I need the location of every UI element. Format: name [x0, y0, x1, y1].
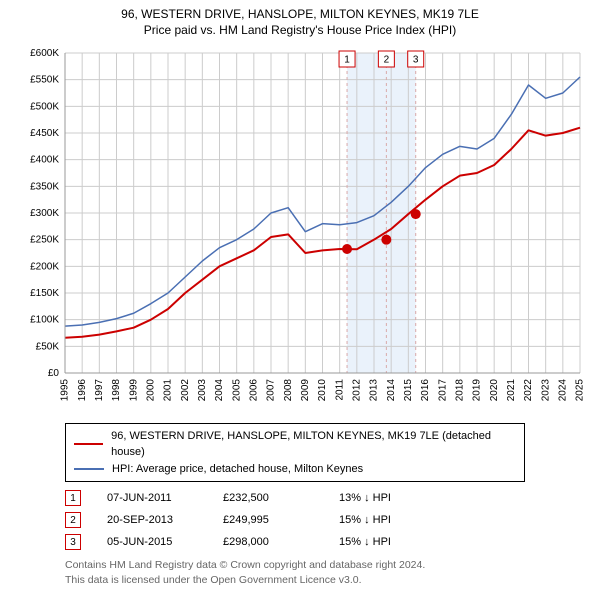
svg-text:2006: 2006	[248, 378, 259, 401]
legend-swatch	[74, 443, 103, 445]
legend-row: HPI: Average price, detached house, Milt…	[74, 461, 516, 478]
svg-text:2012: 2012	[351, 378, 362, 401]
svg-text:2: 2	[384, 54, 390, 65]
legend-row: 96, WESTERN DRIVE, HANSLOPE, MILTON KEYN…	[74, 428, 516, 461]
svg-text:2022: 2022	[523, 378, 534, 401]
svg-text:1998: 1998	[111, 378, 122, 401]
svg-text:2020: 2020	[489, 378, 500, 401]
svg-text:2014: 2014	[386, 378, 397, 401]
svg-text:2001: 2001	[163, 378, 174, 401]
chart-title: 96, WESTERN DRIVE, HANSLOPE, MILTON KEYN…	[10, 6, 590, 23]
transaction-marker: 1	[65, 490, 81, 506]
attribution: Contains HM Land Registry data © Crown c…	[65, 558, 582, 587]
transaction-marker: 2	[65, 512, 81, 528]
svg-text:2015: 2015	[403, 378, 414, 401]
svg-text:£600K: £600K	[30, 48, 59, 59]
transaction-price: £232,500	[223, 492, 313, 504]
svg-text:£300K: £300K	[30, 208, 59, 219]
svg-text:2003: 2003	[197, 378, 208, 401]
svg-text:2013: 2013	[369, 378, 380, 401]
transaction-price: £298,000	[223, 536, 313, 548]
svg-text:1: 1	[344, 54, 350, 65]
svg-text:2008: 2008	[283, 378, 294, 401]
transaction-price: £249,995	[223, 514, 313, 526]
svg-text:2024: 2024	[557, 378, 568, 401]
legend-swatch	[74, 468, 104, 470]
legend-label: 96, WESTERN DRIVE, HANSLOPE, MILTON KEYN…	[111, 428, 516, 461]
transaction-date: 20-SEP-2013	[107, 514, 197, 526]
svg-text:£50K: £50K	[36, 341, 60, 352]
svg-text:1997: 1997	[94, 378, 105, 401]
svg-text:2019: 2019	[472, 378, 483, 401]
transactions-list: 1 07-JUN-2011 £232,500 13% ↓ HPI 2 20-SEP-201…	[65, 490, 582, 550]
svg-text:£250K: £250K	[30, 234, 59, 245]
transaction-row: 2 20-SEP-2013 £249,995 15% ↓ HPI	[65, 512, 582, 528]
transaction-row: 1 07-JUN-2011 £232,500 13% ↓ HPI	[65, 490, 582, 506]
legend-label: HPI: Average price, detached house, Milt…	[112, 461, 363, 478]
svg-text:£100K: £100K	[30, 314, 59, 325]
svg-text:2011: 2011	[334, 378, 345, 400]
transaction-marker: 3	[65, 534, 81, 550]
svg-text:£350K: £350K	[30, 181, 59, 192]
transaction-delta: 15% ↓ HPI	[339, 514, 391, 526]
svg-text:£550K: £550K	[30, 74, 59, 85]
transaction-delta: 15% ↓ HPI	[339, 536, 391, 548]
svg-text:2007: 2007	[266, 378, 277, 401]
chart-subtitle: Price paid vs. HM Land Registry's House …	[10, 23, 590, 37]
svg-text:1999: 1999	[128, 378, 139, 401]
svg-text:2004: 2004	[214, 378, 225, 401]
transaction-date: 05-JUN-2015	[107, 536, 197, 548]
svg-text:£0: £0	[48, 368, 60, 379]
svg-text:2018: 2018	[454, 378, 465, 401]
svg-text:£200K: £200K	[30, 261, 59, 272]
attribution-line-2: This data is licensed under the Open Gov…	[65, 573, 582, 588]
svg-text:2017: 2017	[437, 378, 448, 401]
legend-box: 96, WESTERN DRIVE, HANSLOPE, MILTON KEYN…	[65, 423, 525, 483]
svg-text:£500K: £500K	[30, 101, 59, 112]
svg-text:£150K: £150K	[30, 288, 59, 299]
attribution-line-1: Contains HM Land Registry data © Crown c…	[65, 558, 582, 573]
svg-text:2016: 2016	[420, 378, 431, 401]
svg-text:2021: 2021	[506, 378, 517, 401]
transaction-date: 07-JUN-2011	[107, 492, 197, 504]
svg-text:£400K: £400K	[30, 154, 59, 165]
svg-text:3: 3	[413, 54, 419, 65]
svg-text:2002: 2002	[180, 378, 191, 401]
transaction-delta: 13% ↓ HPI	[339, 492, 391, 504]
svg-text:2009: 2009	[300, 378, 311, 401]
svg-text:2000: 2000	[145, 378, 156, 401]
svg-text:1995: 1995	[60, 378, 71, 401]
svg-text:2023: 2023	[540, 378, 551, 401]
chart-svg: £0 £50K £100K £150K £200K £250K £300K £350K £400…	[10, 43, 590, 413]
svg-text:£450K: £450K	[30, 128, 59, 139]
transaction-row: 3 05-JUN-2015 £298,000 15% ↓ HPI	[65, 534, 582, 550]
svg-text:1996: 1996	[77, 378, 88, 401]
svg-text:2005: 2005	[231, 378, 242, 401]
chart-area: £0 £50K £100K £150K £200K £250K £300K £350K £400…	[10, 43, 590, 413]
chart-container: 96, WESTERN DRIVE, HANSLOPE, MILTON KEYN…	[0, 0, 600, 598]
svg-text:2025: 2025	[575, 378, 586, 401]
svg-text:2010: 2010	[317, 378, 328, 401]
